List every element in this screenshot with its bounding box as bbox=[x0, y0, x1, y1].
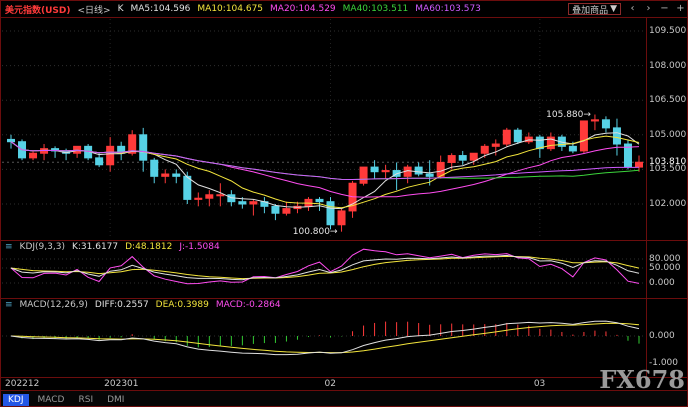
macd-diff-value: DIFF:0.2557 bbox=[94, 300, 149, 310]
low-price-annotation: 100.800→ bbox=[292, 226, 338, 237]
kdj-y-axis-label: 50.000 bbox=[649, 263, 681, 273]
overlay-commodity-button[interactable]: 叠加商品 ▼ bbox=[568, 3, 621, 16]
scroll-right-icon[interactable]: › bbox=[646, 3, 651, 14]
kdj-panel-header: ≡ KDJ(9,3,3) K:31.6177 D:48.1812 J:-1.50… bbox=[5, 242, 220, 252]
zoom-in-icon[interactable]: + bbox=[676, 3, 685, 14]
tab-dmi[interactable]: DMI bbox=[107, 394, 125, 405]
kdj-y-axis-label: 0.000 bbox=[649, 278, 675, 288]
kdj-name: KDJ(9,3,3) bbox=[19, 242, 65, 252]
x-axis-label: 02 bbox=[324, 379, 336, 389]
x-axis-label: 202301 bbox=[104, 379, 139, 389]
x-axis-label: 202212 bbox=[5, 379, 40, 389]
chart-header: 美元指数(USD) <日线> K MA5:104.596 MA10:104.67… bbox=[1, 1, 687, 17]
main-y-axis-label: 102.000 bbox=[649, 199, 687, 209]
kdj-j-value: J:-1.5084 bbox=[179, 242, 220, 252]
indicator-tabbar: KDJ MACD RSI DMI bbox=[1, 391, 687, 406]
main-y-axis-label: 106.500 bbox=[649, 95, 687, 106]
macd-y-axis-label: 0.000 bbox=[649, 331, 675, 341]
zoom-out-icon[interactable]: − bbox=[660, 3, 669, 14]
kline-label: K bbox=[117, 4, 124, 14]
x-axis-label: 03 bbox=[533, 379, 546, 389]
ma20-value: MA20:104.529 bbox=[270, 4, 336, 14]
main-y-axis-label: 108.000 bbox=[649, 60, 687, 71]
ma40-value: MA40:103.511 bbox=[342, 4, 409, 14]
high-price-annotation: 105.880→ bbox=[546, 109, 591, 120]
overlay-commodity-label: 叠加商品 bbox=[572, 5, 609, 16]
macd-settings-icon[interactable]: ≡ bbox=[5, 300, 13, 310]
caret-down-icon: ▼ bbox=[610, 4, 617, 14]
macd-y-axis-label: -1.000 bbox=[649, 358, 679, 368]
tab-macd[interactable]: MACD bbox=[37, 394, 65, 405]
ma5-value: MA5:104.596 bbox=[130, 4, 191, 14]
current-price-label: 103.810 bbox=[649, 157, 687, 168]
main-y-axis-label: 109.500 bbox=[649, 26, 687, 36]
chart-period: <日线> bbox=[77, 5, 111, 16]
tab-rsi[interactable]: RSI bbox=[78, 394, 94, 405]
kdj-settings-icon[interactable]: ≡ bbox=[5, 242, 13, 252]
macd-dea-value: DEA:0.3989 bbox=[155, 300, 209, 310]
tab-kdj[interactable]: KDJ bbox=[3, 393, 29, 406]
macd-macd-value: MACD:-0.2864 bbox=[215, 300, 281, 310]
macd-name: MACD(12,26,9) bbox=[19, 300, 88, 310]
kdj-y-axis-label: 80.000 bbox=[649, 254, 681, 264]
instrument-title: 美元指数(USD) bbox=[5, 5, 71, 16]
kdj-d-value: D:48.1812 bbox=[125, 242, 173, 252]
ma10-value: MA10:104.675 bbox=[197, 4, 264, 14]
scroll-left-icon[interactable]: ‹ bbox=[630, 3, 635, 14]
macd-panel-header: ≡ MACD(12,26,9) DIFF:0.2557 DEA:0.3989 M… bbox=[5, 300, 281, 310]
main-y-axis-label: 103.500 bbox=[649, 164, 687, 175]
kdj-k-value: K:31.6177 bbox=[71, 242, 119, 252]
ma60-value: MA60:103.573 bbox=[415, 4, 481, 14]
main-y-axis-label: 105.000 bbox=[649, 129, 687, 140]
watermark: FX678 bbox=[599, 365, 685, 394]
